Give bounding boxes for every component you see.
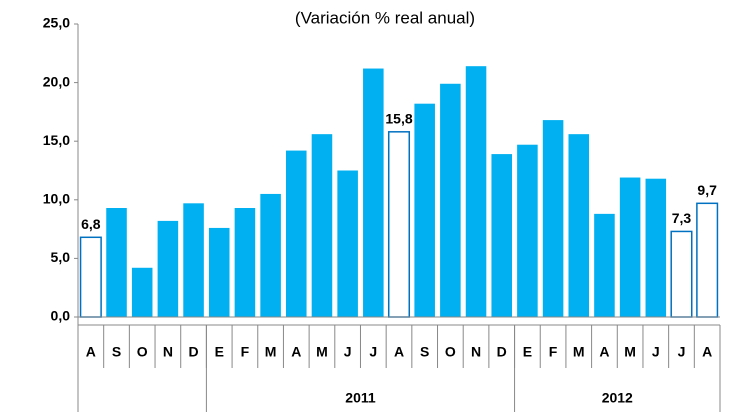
- bar: [465, 66, 487, 317]
- x-tick-label: M: [573, 344, 585, 360]
- x-tick-label: M: [265, 344, 277, 360]
- x-tick-label: E: [523, 344, 532, 360]
- x-tick-label: F: [241, 344, 250, 360]
- x-tick-label: E: [215, 344, 224, 360]
- bar: [568, 134, 590, 317]
- data-label: 15,8: [385, 111, 412, 127]
- data-label: 7,3: [672, 210, 692, 226]
- bar: [440, 83, 461, 317]
- x-tick-label: A: [291, 344, 301, 360]
- x-tick-label: J: [369, 344, 377, 360]
- x-tick-label: S: [420, 344, 429, 360]
- bar: [260, 193, 281, 317]
- x-tick-label: J: [344, 344, 352, 360]
- bar: [594, 213, 615, 317]
- x-tick-label: O: [445, 344, 456, 360]
- bar: [183, 203, 204, 317]
- bar: [670, 230, 693, 318]
- x-tick-label: D: [497, 344, 507, 360]
- bar: [157, 220, 179, 317]
- bar: [208, 227, 230, 317]
- y-tick-label: 0,0: [51, 308, 71, 324]
- x-tick-label: A: [702, 344, 712, 360]
- x-tick-label: J: [652, 344, 660, 360]
- chart-title: (Variación % real anual): [295, 8, 475, 27]
- bar: [542, 120, 564, 317]
- bar: [286, 150, 307, 317]
- bar: [517, 144, 538, 317]
- data-label: 9,7: [697, 182, 717, 198]
- x-tick-label: O: [137, 344, 148, 360]
- bar: [645, 178, 667, 317]
- group-label: 2012: [602, 390, 633, 406]
- bar: [363, 68, 384, 317]
- bar: [79, 236, 102, 318]
- x-tick-label: A: [394, 344, 404, 360]
- group-label: 2011: [345, 390, 376, 406]
- bar: [311, 134, 333, 317]
- y-tick-label: 10,0: [43, 191, 70, 207]
- bar: [234, 208, 256, 317]
- x-tick-label: M: [316, 344, 328, 360]
- y-tick-label: 20,0: [43, 73, 70, 89]
- y-tick-label: 25,0: [43, 15, 70, 31]
- data-label: 6,8: [81, 216, 101, 232]
- bar: [619, 177, 641, 317]
- bar: [491, 154, 512, 317]
- x-tick-label: A: [599, 344, 609, 360]
- x-tick-label: N: [163, 344, 173, 360]
- x-tick-label: D: [188, 344, 198, 360]
- bar: [131, 267, 153, 317]
- bar: [696, 202, 719, 318]
- x-tick-label: A: [86, 344, 96, 360]
- x-tick-label: N: [471, 344, 481, 360]
- bar: [337, 170, 358, 317]
- bar: [414, 103, 435, 317]
- y-tick-label: 5,0: [51, 249, 71, 265]
- x-tick-label: S: [112, 344, 121, 360]
- y-tick-label: 15,0: [43, 132, 70, 148]
- x-tick-label: M: [624, 344, 636, 360]
- bar: [106, 208, 127, 317]
- x-tick-label: J: [678, 344, 686, 360]
- bar: [387, 131, 411, 318]
- x-tick-label: F: [549, 344, 558, 360]
